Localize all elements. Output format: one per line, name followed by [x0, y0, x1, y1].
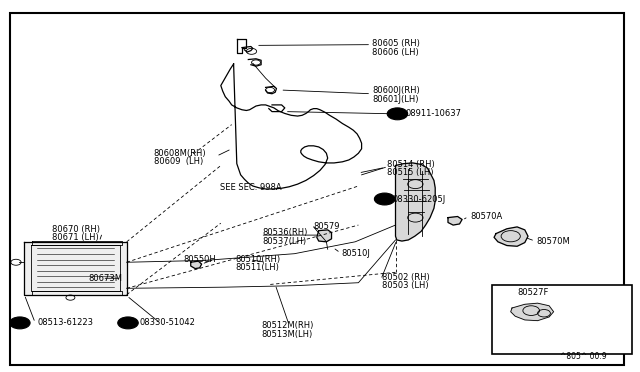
Polygon shape [24, 242, 127, 295]
Polygon shape [448, 217, 462, 225]
Text: 80570M: 80570M [536, 237, 570, 246]
Text: 80673M: 80673M [88, 274, 122, 283]
Circle shape [118, 317, 138, 329]
Text: 80601J(LH): 80601J(LH) [372, 95, 419, 104]
Polygon shape [396, 163, 435, 241]
Text: 80579: 80579 [314, 222, 340, 231]
Text: 80512M(RH): 80512M(RH) [261, 321, 314, 330]
Text: ^805^ 00.9: ^805^ 00.9 [560, 352, 607, 361]
Text: 80536(RH): 80536(RH) [262, 228, 308, 237]
Text: 80671 (LH): 80671 (LH) [52, 233, 99, 242]
Text: 80527F: 80527F [517, 288, 548, 297]
Text: 80513M(LH): 80513M(LH) [261, 330, 312, 339]
Bar [492, 285, 632, 354]
Polygon shape [494, 227, 528, 246]
Text: 80605 (RH): 80605 (RH) [372, 39, 420, 48]
Text: 08911-10637: 08911-10637 [406, 109, 462, 118]
Circle shape [374, 193, 395, 205]
Text: 80502 (RH): 80502 (RH) [382, 273, 430, 282]
Text: 80570A: 80570A [470, 212, 502, 221]
Circle shape [10, 317, 30, 329]
Text: 80600J(RH): 80600J(RH) [372, 86, 420, 95]
Polygon shape [317, 230, 332, 242]
Text: 80606 (LH): 80606 (LH) [372, 48, 419, 57]
Text: S: S [382, 195, 387, 203]
Polygon shape [511, 303, 554, 321]
Text: SEE SEC. 998A: SEE SEC. 998A [220, 183, 281, 192]
Text: 08513-61223: 08513-61223 [37, 318, 93, 327]
Text: 80514 (RH): 80514 (RH) [387, 160, 435, 169]
Text: 80670 (RH): 80670 (RH) [52, 225, 100, 234]
Text: 08330-6205J: 08330-6205J [393, 195, 446, 203]
Text: 80510J: 80510J [342, 249, 371, 258]
Text: 80537(LH): 80537(LH) [262, 237, 307, 246]
Text: 08330-51042: 08330-51042 [140, 318, 195, 327]
Text: S: S [17, 318, 22, 327]
Text: 80609  (LH): 80609 (LH) [154, 157, 203, 166]
Text: 80510(RH): 80510(RH) [236, 255, 281, 264]
Text: 80503 (LH): 80503 (LH) [382, 281, 429, 290]
Text: 80511(LH): 80511(LH) [236, 263, 280, 272]
Text: 80515 (LH): 80515 (LH) [387, 169, 434, 177]
Text: N: N [394, 109, 401, 118]
Text: S: S [125, 318, 131, 327]
Circle shape [387, 108, 408, 120]
Polygon shape [191, 261, 202, 269]
Text: 80550H: 80550H [184, 255, 216, 264]
Text: 80608M(RH): 80608M(RH) [154, 149, 206, 158]
